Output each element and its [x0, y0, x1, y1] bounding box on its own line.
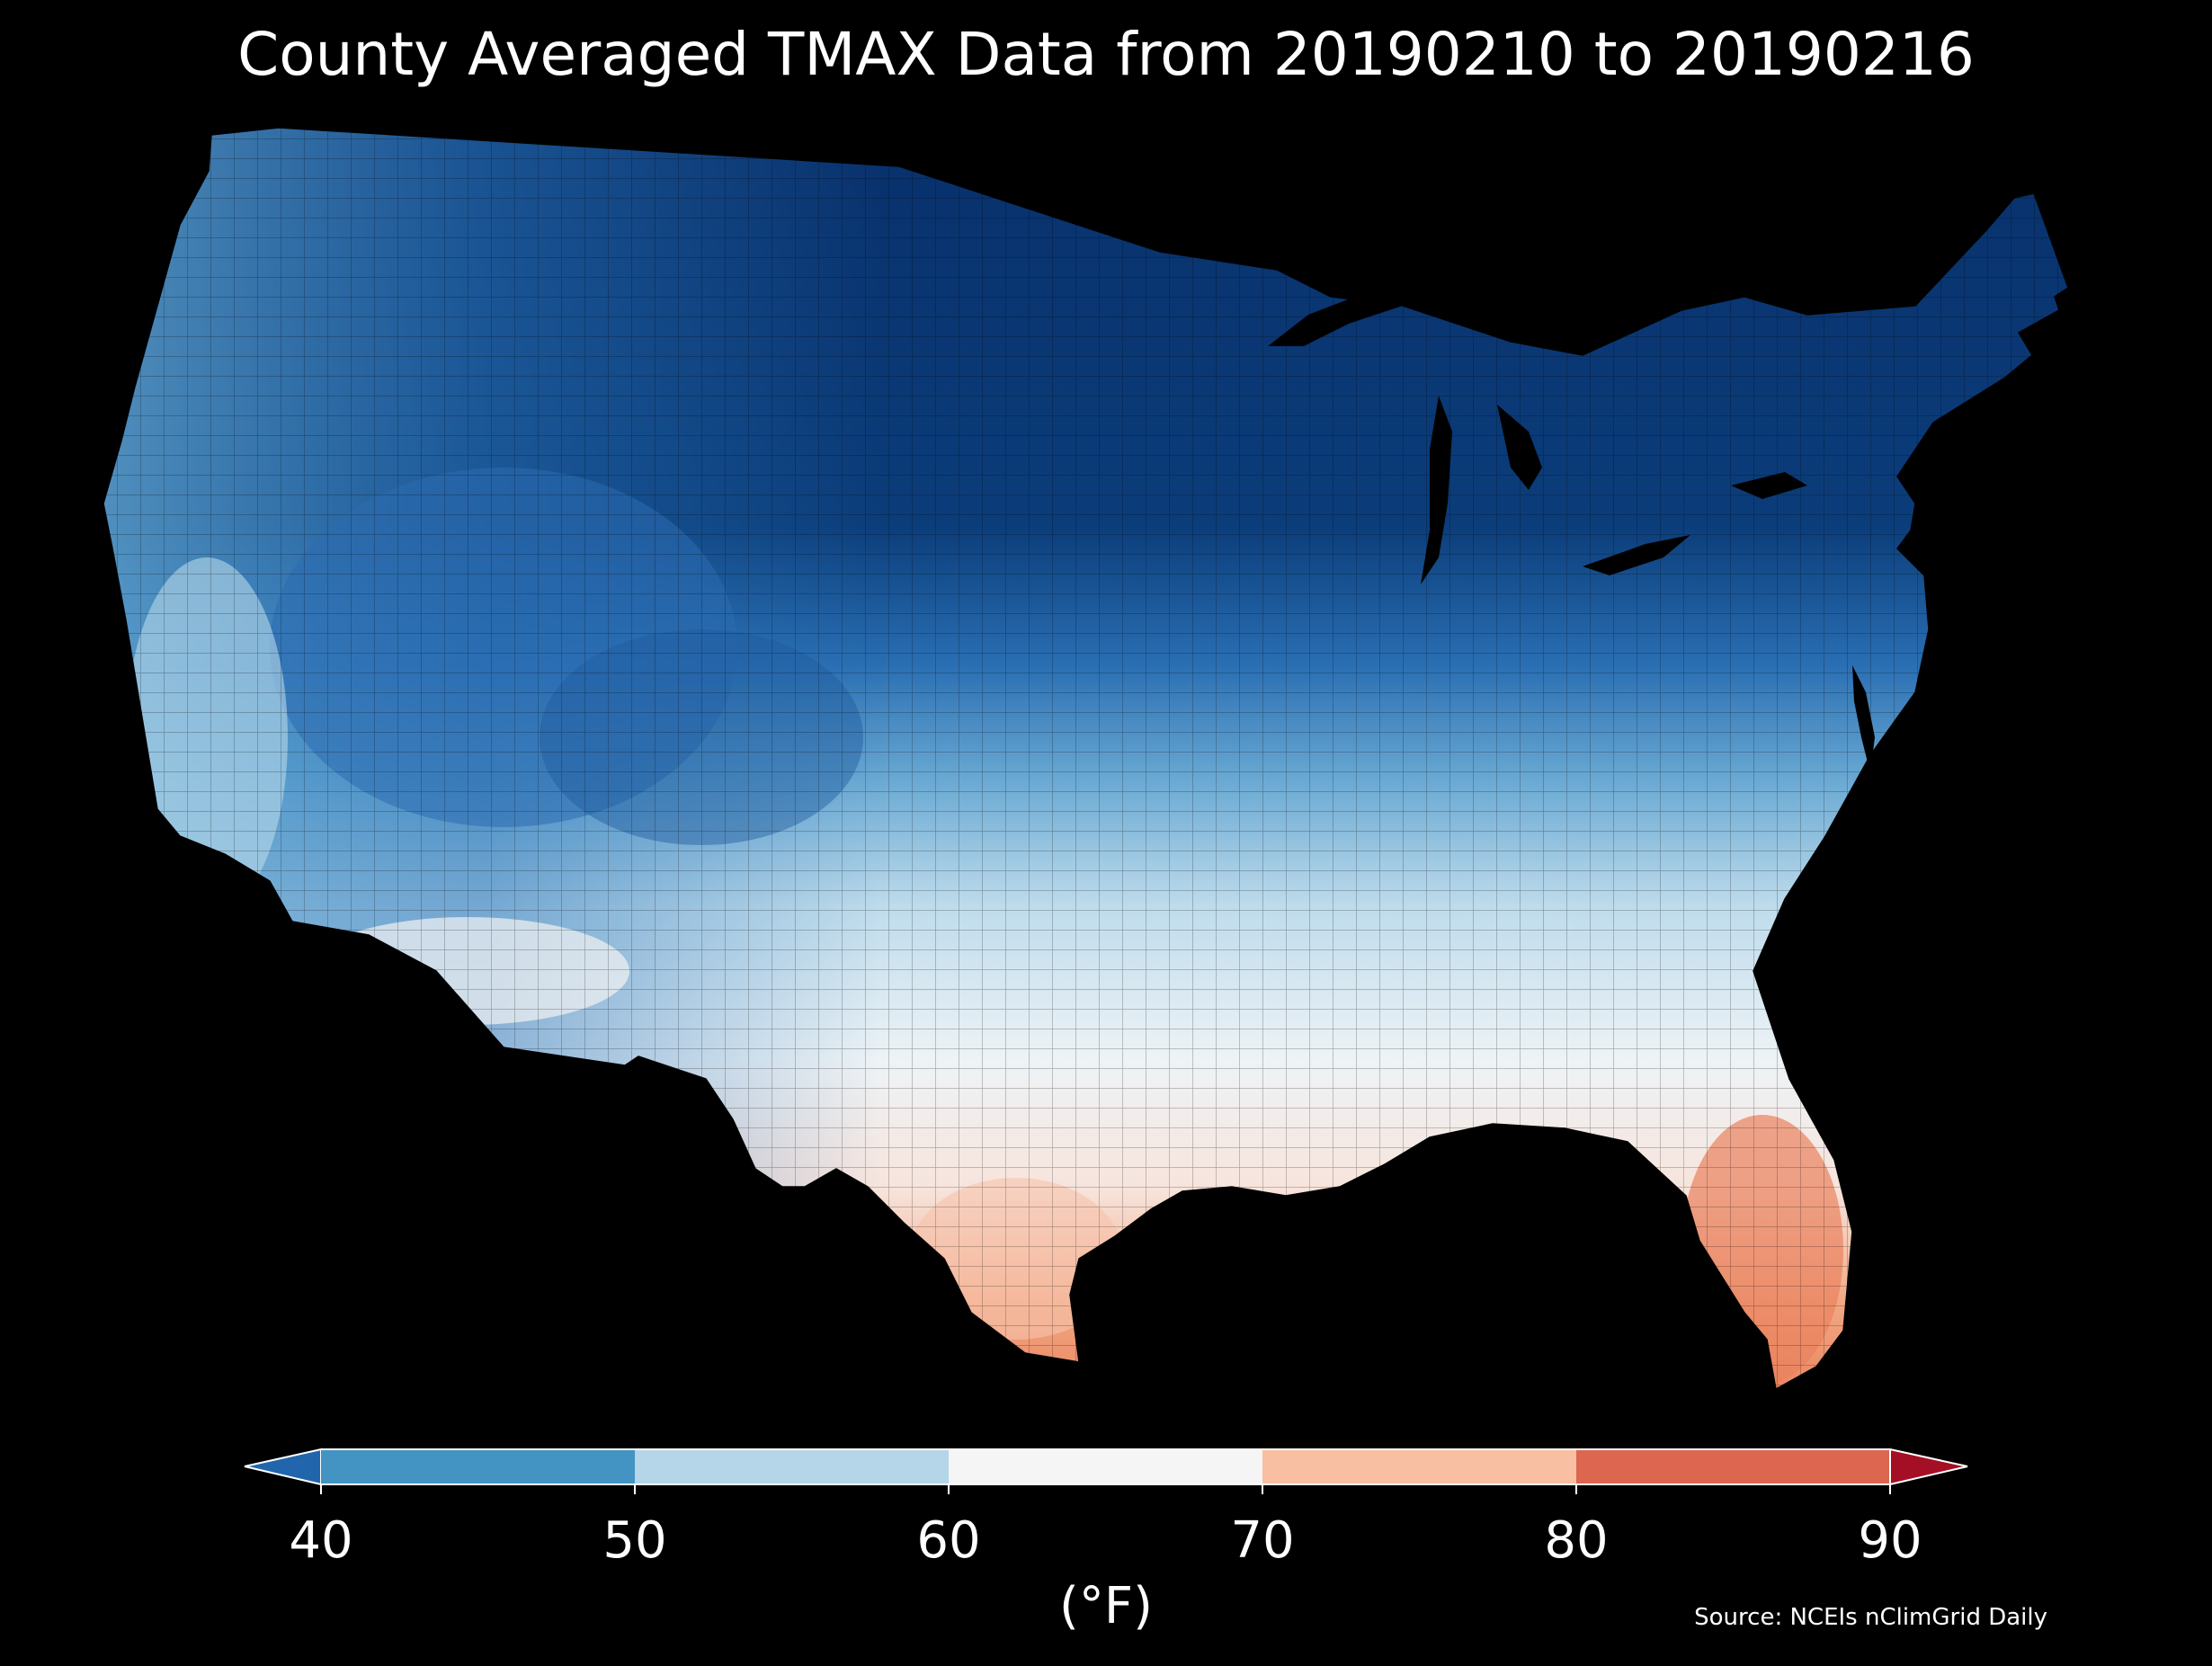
colorbar-bin-70-80	[1262, 1449, 1576, 1484]
page-title: County Averaged TMAX Data from 20190210 …	[237, 20, 1975, 89]
colorbar-bin-60-70	[949, 1449, 1262, 1484]
colorbar-tick-60: 60	[916, 1511, 981, 1570]
lake-superior	[1268, 292, 1403, 346]
colorbar-unit-label: (°F)	[1059, 1577, 1153, 1635]
colorbar-tick-90: 90	[1858, 1511, 1922, 1570]
lake-erie	[1583, 535, 1690, 575]
colorbar-extend-low	[244, 1448, 322, 1486]
colorbar-tick-70: 70	[1230, 1511, 1295, 1570]
colorbar-bin-50-60	[635, 1449, 949, 1484]
lake-ontario	[1731, 472, 1807, 499]
colorbar-tick-80: 80	[1544, 1511, 1609, 1570]
source-note: Source: NCEIs nClimGrid Daily	[1694, 1604, 2047, 1631]
chesapeake-bay	[1852, 665, 1875, 773]
lake-huron	[1497, 405, 1542, 490]
colorbar-extend-high	[1889, 1448, 1968, 1486]
lake-michigan	[1421, 396, 1452, 584]
colorbar-bin-40-50	[321, 1449, 635, 1484]
colorbar-ticks	[320, 1484, 1891, 1494]
colorbar-tick-40: 40	[289, 1511, 353, 1570]
colorbar-tick-50: 50	[602, 1511, 667, 1570]
colorbar-bin-80-90	[1576, 1449, 1890, 1484]
colorbar-border	[321, 1448, 1890, 1485]
map-fill-group	[103, 128, 2068, 1389]
